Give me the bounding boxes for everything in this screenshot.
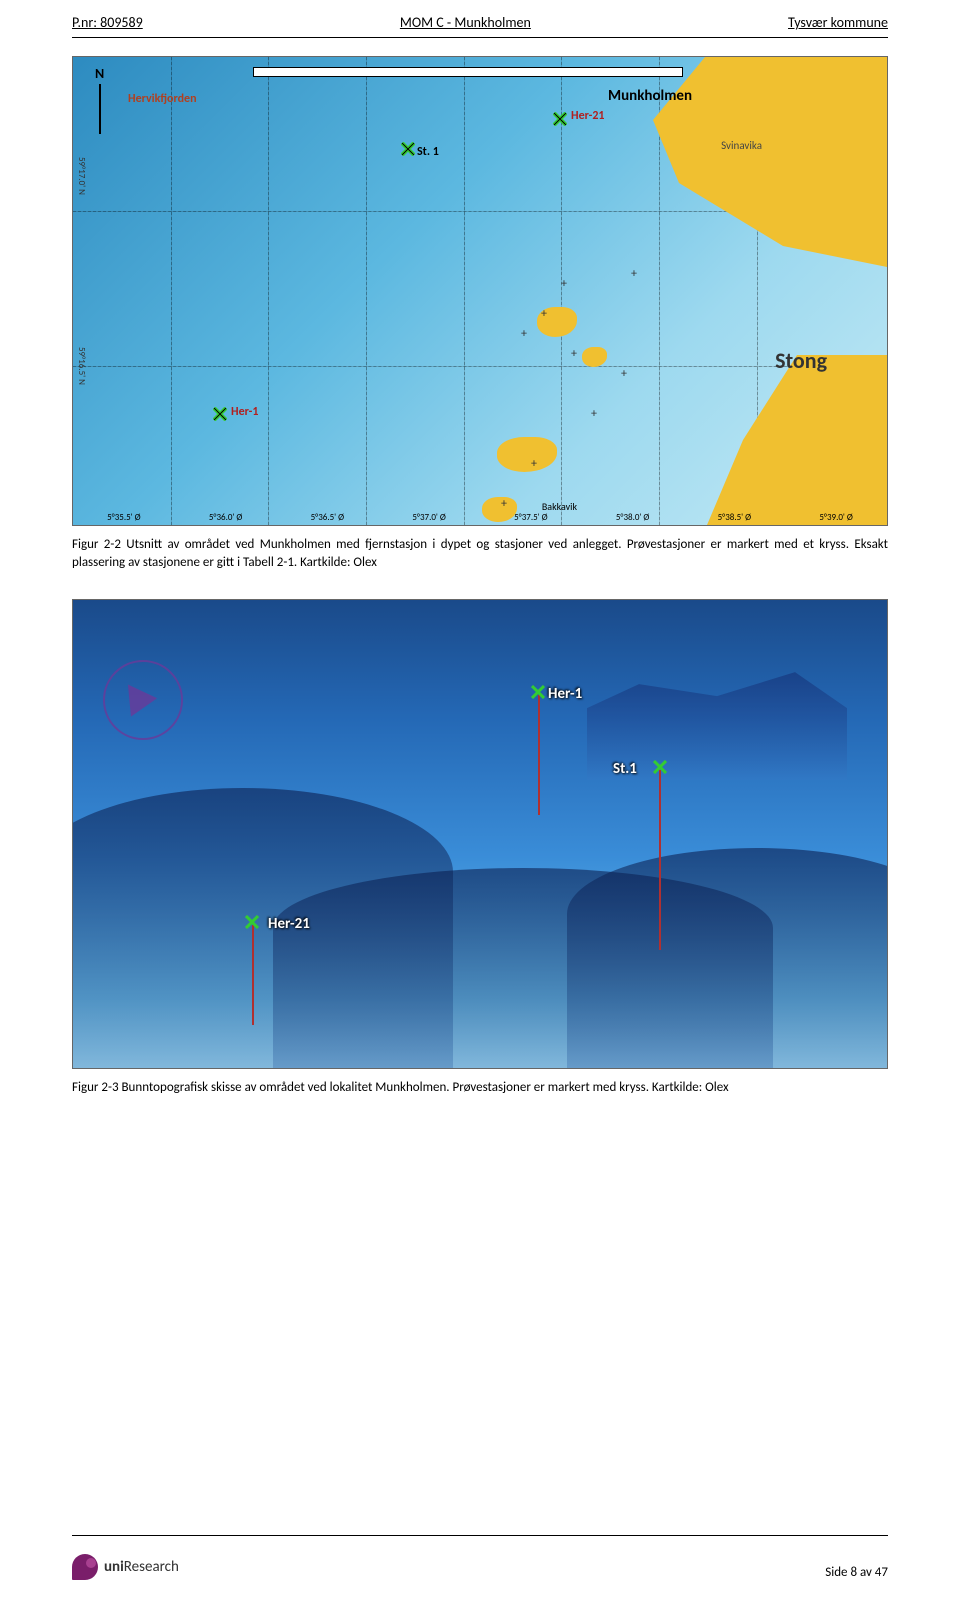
doc-title: MOM C - Munkholmen [400, 14, 531, 31]
lat-label: 59°16.5' N [76, 347, 87, 385]
munkholmen-label: Munkholmen [608, 87, 692, 105]
page-number: Side 8 av 47 [825, 1565, 888, 1580]
marker-her1 [531, 685, 545, 699]
marker-her21-label: Her-21 [571, 109, 604, 123]
figure-2-2-caption: Figur 2-2 Utsnitt av området ved Munkhol… [72, 536, 888, 571]
lat-label: 59°17.0' N [76, 157, 87, 195]
footer-rule [72, 1535, 888, 1536]
lon-labels: 5°35.5' Ø 5°36.0' Ø 5°36.5' Ø 5°37.0' Ø … [73, 512, 887, 523]
page-header: P.nr: 809589 MOM C - Munkholmen Tysvær k… [0, 0, 960, 37]
marker-her1 [213, 407, 227, 421]
municipality: Tysvær kommune [788, 14, 888, 31]
stong-label: Stong [775, 347, 827, 374]
marker-her21-label: Her-21 [268, 915, 310, 933]
north-arrow: N [95, 65, 104, 134]
figure-2-2-map: N Hervikfjorden Munkholmen Svinavika Sto… [72, 56, 888, 526]
figure-2-3-caption: Figur 2-3 Bunntopografisk skisse av områ… [72, 1079, 888, 1097]
fjord-label: Hervikfjorden [128, 92, 197, 106]
compass-arrow-icon [103, 660, 183, 740]
figure-2-3-sketch: Her-1 St.1 Her-21 [72, 599, 888, 1069]
island [497, 437, 557, 472]
marker-her21 [245, 915, 259, 929]
island [582, 347, 607, 367]
page-footer: uniResearch Side 8 av 47 [72, 1554, 888, 1580]
marker-her1-label: Her-1 [231, 405, 258, 419]
marker-st1-label: St. 1 [417, 145, 439, 159]
marker-her21 [553, 112, 567, 126]
uni-research-logo: uniResearch [72, 1554, 179, 1580]
svinavika-label: Svinavika [721, 139, 762, 152]
marker-st1 [401, 142, 415, 156]
marker-st1 [653, 760, 667, 774]
logo-icon [72, 1554, 98, 1580]
marker-her1-label: Her-1 [548, 685, 582, 703]
marker-st1-label: St.1 [613, 760, 637, 778]
project-number: P.nr: 809589 [72, 14, 143, 31]
scale-bar [253, 67, 683, 77]
land-southeast [707, 355, 887, 525]
header-rule [72, 37, 888, 38]
